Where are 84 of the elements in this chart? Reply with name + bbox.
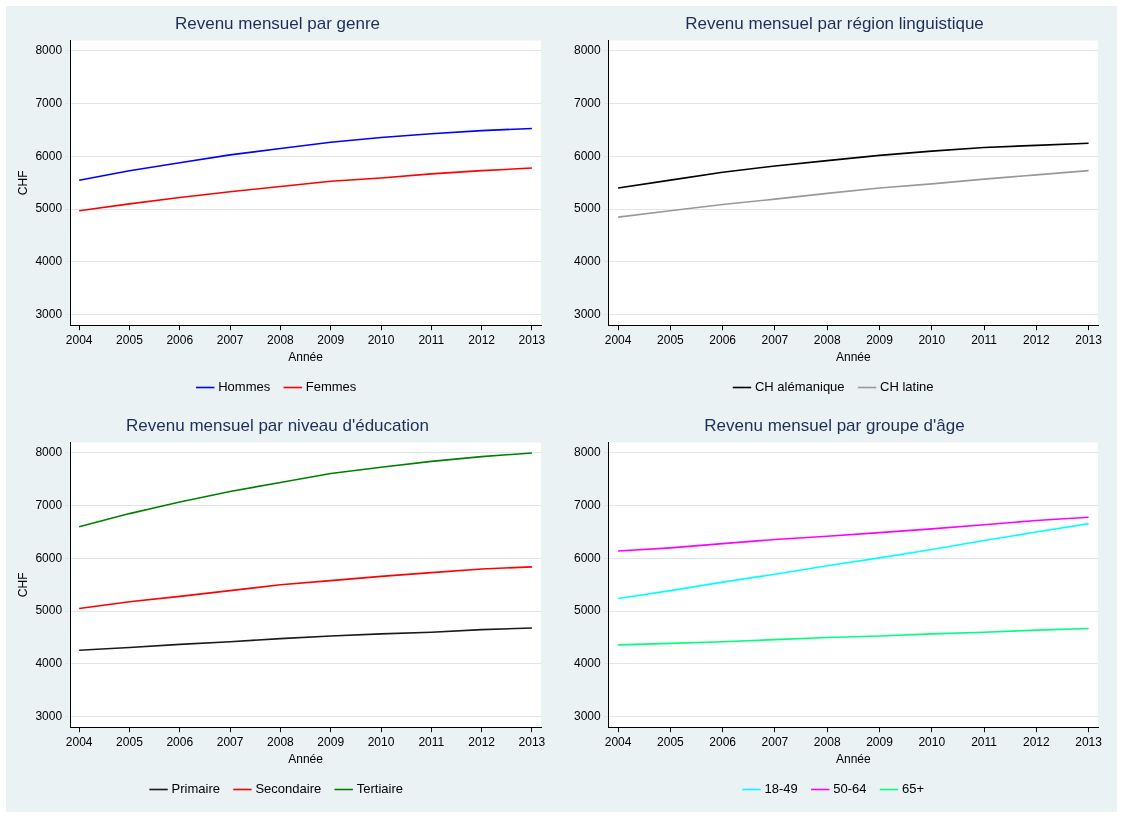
legend-label: CH latine [880, 379, 934, 395]
x-tick-label: 2012 [1022, 734, 1050, 749]
y-tick-label: 6000 [35, 550, 63, 565]
x-axis-title: Année [836, 752, 872, 767]
x-tick-label: 2011 [971, 332, 998, 347]
x-tick-label: 2011 [971, 734, 998, 749]
x-tick-label: 2005 [116, 734, 144, 749]
legend-label: Tertiaire [356, 781, 403, 797]
y-tick-label: 4000 [573, 254, 602, 269]
legend-label: 65+ [901, 781, 925, 797]
y-tick-label: 3000 [35, 708, 63, 723]
x-tick-label: 2011 [418, 734, 445, 749]
chart-title: Revenu mensuel par niveau d'éducation [126, 415, 429, 435]
y-tick-label: 4000 [35, 254, 63, 269]
x-tick-label: 2012 [468, 734, 496, 749]
x-tick-label: 2007 [216, 332, 244, 347]
x-tick-label: 2004 [65, 734, 93, 749]
y-tick-label: 7000 [573, 96, 602, 110]
x-tick-label: 2013 [1075, 734, 1103, 749]
x-tick-label: 2004 [65, 332, 93, 347]
y-tick-label: 5000 [35, 603, 63, 618]
x-tick-label: 2007 [761, 734, 789, 749]
x-tick-label: 2006 [709, 332, 737, 347]
x-tick-label: 2006 [709, 734, 737, 749]
y-tick-label: 3000 [573, 306, 602, 321]
x-tick-label: 2010 [918, 332, 946, 347]
chart-title: Revenu mensuel par genre [174, 13, 381, 33]
y-tick-label: 7000 [35, 96, 63, 110]
y-tick-label: 3000 [573, 708, 602, 723]
x-tick-label: 2008 [813, 734, 841, 749]
x-tick-label: 2009 [866, 734, 894, 749]
y-tick-label: 8000 [35, 445, 63, 460]
x-tick-label: 2005 [116, 332, 144, 347]
x-tick-label: 2008 [267, 734, 295, 749]
x-tick-label: 2013 [518, 734, 546, 749]
x-tick-label: 2007 [216, 734, 244, 749]
y-tick-label: 8000 [35, 43, 63, 58]
x-tick-label: 2009 [317, 734, 345, 749]
x-tick-label: 2009 [317, 332, 345, 347]
x-tick-label: 2013 [1075, 332, 1103, 347]
x-tick-label: 2010 [367, 734, 395, 749]
y-tick-label: 3000 [35, 306, 63, 321]
x-tick-label: 2004 [604, 734, 632, 749]
x-tick-label: 2010 [367, 332, 395, 347]
x-axis-title: Année [288, 350, 324, 365]
legend-label: CH alémanique [754, 379, 845, 395]
y-tick-label: 6000 [573, 550, 602, 565]
x-tick-label: 2008 [267, 332, 295, 347]
x-axis-title: Année [836, 350, 872, 365]
x-tick-label: 2011 [418, 332, 445, 347]
y-axis-title: CHF [15, 170, 30, 196]
x-tick-label: 2004 [604, 332, 632, 347]
legend-label: Hommes [218, 379, 271, 395]
x-tick-label: 2013 [518, 332, 546, 347]
chart-title: Revenu mensuel par groupe d'âge [704, 415, 965, 435]
x-tick-label: 2012 [1022, 332, 1050, 347]
x-axis-title: Année [288, 752, 324, 767]
legend-label: 50-64 [833, 781, 867, 797]
chart-title: Revenu mensuel par région linguistique [685, 13, 984, 33]
legend-label: Secondaire [255, 781, 322, 797]
x-tick-label: 2005 [657, 332, 685, 347]
y-tick-label: 8000 [573, 43, 602, 58]
y-tick-label: 8000 [573, 445, 602, 460]
legend-label: 18-49 [764, 781, 798, 797]
y-tick-label: 6000 [573, 148, 602, 163]
x-tick-label: 2006 [166, 332, 194, 347]
y-tick-label: 4000 [35, 656, 63, 671]
y-tick-label: 7000 [573, 498, 602, 512]
x-tick-label: 2005 [657, 734, 685, 749]
x-tick-label: 2010 [918, 734, 946, 749]
x-tick-label: 2009 [866, 332, 894, 347]
y-axis-title: CHF [15, 572, 30, 598]
y-tick-label: 5000 [573, 603, 602, 618]
y-tick-label: 5000 [35, 201, 63, 216]
y-tick-label: 6000 [35, 148, 63, 163]
y-tick-label: 7000 [35, 498, 63, 512]
x-tick-label: 2008 [813, 332, 841, 347]
y-tick-label: 4000 [573, 656, 602, 671]
x-tick-label: 2012 [468, 332, 496, 347]
legend-label: Primaire [171, 781, 220, 797]
x-tick-label: 2007 [761, 332, 789, 347]
x-tick-label: 2006 [166, 734, 194, 749]
y-tick-label: 5000 [573, 201, 602, 216]
legend-label: Femmes [305, 379, 357, 395]
